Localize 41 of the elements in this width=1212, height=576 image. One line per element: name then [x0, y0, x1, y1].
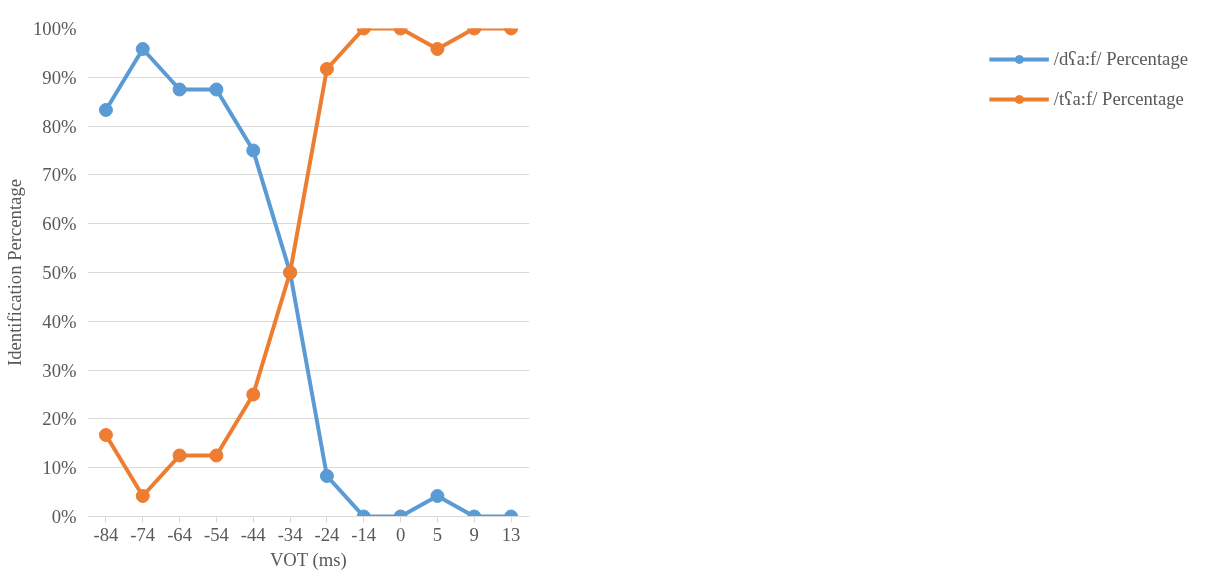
point: [430, 489, 445, 503]
x-tick-label: -34: [277, 523, 304, 545]
point: [98, 103, 113, 117]
x-tick-label: -74: [130, 523, 156, 545]
x-tick-label: 13: [501, 523, 521, 545]
x-tick-label: -64: [167, 523, 193, 545]
y-axis-title: Identification Percentage: [3, 179, 25, 366]
y-tick-label: 60%: [42, 213, 77, 235]
point: [98, 428, 113, 442]
x-tick-label: -54: [203, 523, 230, 545]
y-tick-label: 70%: [42, 164, 77, 186]
y-tick-label: 90%: [42, 66, 77, 88]
y-tick-label: 50%: [42, 262, 77, 283]
x-tick-label: 0: [395, 523, 406, 545]
point: [246, 387, 261, 402]
legend-label: /tʕa:f/ Percentage: [1053, 88, 1184, 110]
point: [172, 82, 187, 97]
y-tick-label: 10%: [42, 457, 77, 479]
point: [209, 448, 224, 463]
point: [209, 82, 224, 97]
point: [430, 42, 445, 56]
point: [319, 62, 334, 76]
x-tick-label: -14: [351, 523, 377, 545]
legend-label: /dʕa:f/ Percentage: [1053, 48, 1188, 70]
y-tick-label: 100%: [32, 18, 77, 39]
x-tick-label: -84: [93, 523, 120, 545]
y-tick-label: 20%: [42, 408, 77, 430]
point: [135, 42, 150, 56]
point: [135, 489, 150, 503]
y-tick-label: 40%: [42, 310, 77, 332]
point: [172, 448, 187, 463]
x-axis-title: VOT (ms): [269, 548, 347, 571]
x-tick-label: -24: [314, 523, 341, 545]
x-tick-label: 9: [469, 523, 479, 545]
y-tick-label: 0%: [51, 506, 77, 527]
y-tick-label: 80%: [42, 115, 77, 137]
point: [319, 469, 334, 483]
x-tick-label: -44: [240, 523, 267, 545]
x-tick-label: 5: [432, 523, 443, 545]
y-tick-label: 30%: [42, 359, 77, 381]
point: [246, 143, 261, 158]
